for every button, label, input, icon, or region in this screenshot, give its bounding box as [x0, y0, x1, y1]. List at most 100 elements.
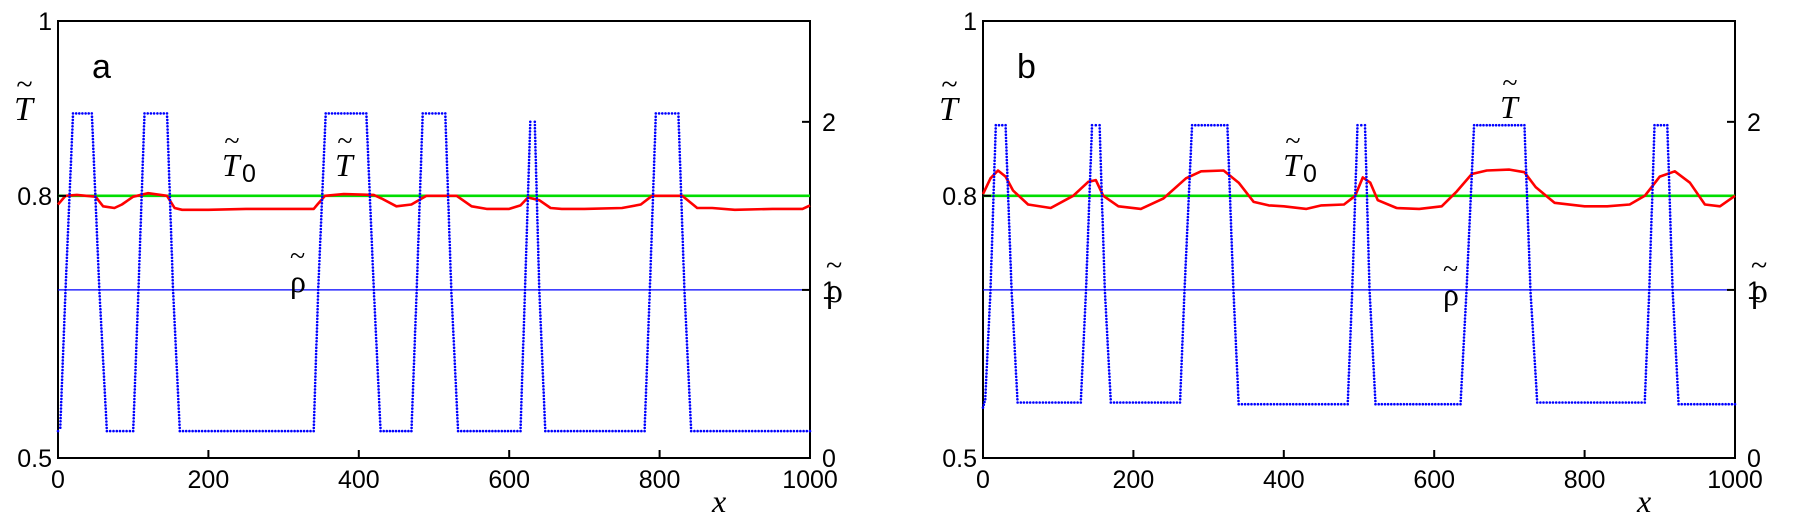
rho-dot — [318, 243, 322, 247]
rho-dot — [1180, 353, 1184, 356]
rho-dot — [991, 220, 994, 224]
rho-dot — [410, 426, 413, 430]
rho-dot — [521, 343, 525, 346]
rho-dot — [322, 147, 326, 150]
rho-dot — [1485, 123, 1488, 127]
rho-dot — [168, 189, 171, 192]
rho-dot — [1355, 146, 1359, 150]
rho-dot — [1364, 146, 1367, 150]
rho-dot — [994, 123, 998, 127]
rho-dot — [611, 429, 614, 433]
rho-dot — [1185, 250, 1188, 254]
rho-dot — [1526, 209, 1529, 212]
rho-dot — [374, 323, 377, 327]
rho-dot — [1227, 171, 1231, 174]
rho-dot — [1669, 240, 1673, 243]
rho-dot — [140, 195, 143, 199]
rho-dot — [688, 397, 691, 401]
rho-dot — [1080, 375, 1084, 379]
rho-dot — [994, 140, 997, 143]
rho-dot — [640, 429, 643, 433]
rho-dot — [1652, 159, 1655, 162]
rho-dot — [101, 359, 105, 362]
rho-dot — [598, 429, 601, 433]
rho-dot — [1670, 253, 1673, 256]
rho-dot — [992, 185, 996, 188]
rho-dot — [528, 145, 531, 149]
rho-dot — [1352, 240, 1356, 243]
rho-dot — [1367, 266, 1371, 269]
rho-dot — [66, 240, 69, 244]
rho-dot — [139, 224, 142, 227]
rho-dot — [416, 256, 420, 260]
rho-dot — [536, 228, 539, 231]
rho-dot — [1006, 196, 1010, 200]
rho-dot — [1007, 203, 1010, 206]
rho-dot — [649, 253, 653, 256]
rho-dot — [536, 244, 540, 247]
rho-dot — [481, 429, 485, 433]
rho-dot — [1470, 177, 1473, 181]
rho-dot — [1650, 201, 1654, 204]
rho-dot — [993, 153, 997, 156]
rho-dot — [1670, 256, 1673, 259]
rho-dot — [522, 330, 525, 333]
rho-dot — [378, 407, 381, 410]
rho-dot — [1675, 358, 1678, 362]
rho-dot — [994, 130, 997, 133]
rho-dot — [317, 285, 320, 289]
rho-dot — [1350, 298, 1354, 301]
rho-dot — [1528, 279, 1532, 282]
rho-dot — [416, 246, 420, 250]
rho-dot — [1647, 295, 1651, 298]
rho-dot — [1109, 398, 1112, 401]
rho-dot — [248, 429, 252, 433]
rho-dot — [521, 349, 525, 353]
rho-dot — [371, 269, 375, 273]
rho-dot — [760, 429, 764, 433]
rho-dot — [1365, 175, 1368, 179]
rho-dot — [685, 343, 689, 346]
rho-dot — [449, 275, 453, 279]
rho-dot — [316, 298, 320, 301]
rho-dot — [1561, 401, 1564, 404]
rho-dot — [986, 346, 989, 350]
rho-dot — [1008, 228, 1011, 231]
rho-dot — [682, 266, 685, 269]
rho-dot — [368, 198, 372, 202]
rho-dot — [171, 266, 174, 269]
rho-dot — [687, 368, 690, 372]
rho-dot — [450, 307, 454, 311]
rho-dot — [1366, 236, 1370, 240]
rho-dot — [1015, 381, 1018, 385]
rho-dot — [1525, 184, 1528, 187]
rho-dot — [651, 211, 654, 215]
rho-dot — [138, 259, 141, 263]
rho-dot — [1079, 398, 1083, 401]
rho-dot — [993, 169, 996, 172]
rho-dot — [1351, 275, 1354, 279]
rho-dot — [537, 285, 541, 289]
rho-dot — [542, 394, 546, 398]
rho-dot — [1504, 123, 1507, 127]
rho-dot — [1085, 276, 1088, 279]
rho-dot — [322, 166, 325, 170]
rho-dot — [986, 340, 990, 343]
rho-dot — [528, 152, 531, 155]
rho-dot — [91, 125, 94, 128]
rho-dot — [1016, 398, 1019, 401]
rho-dot — [424, 112, 428, 115]
rho-dot — [1699, 402, 1702, 406]
rho-dot — [94, 214, 98, 218]
rho-dot — [1463, 320, 1467, 324]
rho-dot — [534, 171, 538, 174]
rho-dot — [61, 368, 64, 372]
rho-dot — [410, 420, 414, 423]
rho-dot — [1667, 182, 1671, 185]
rho-dot — [91, 121, 94, 125]
rho-dot — [1671, 282, 1674, 285]
rho-dot — [141, 166, 144, 170]
rho-dot — [91, 134, 95, 138]
rho-dot — [449, 259, 452, 263]
rho-dot — [525, 237, 528, 241]
